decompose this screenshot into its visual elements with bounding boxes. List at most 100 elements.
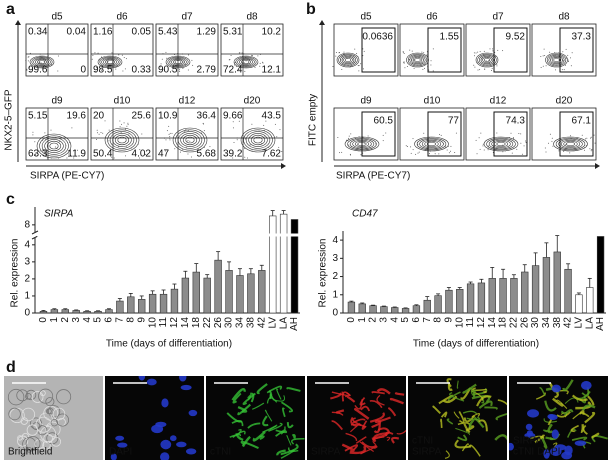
event-dot: [415, 153, 417, 155]
y-tick-label: 4: [24, 239, 30, 250]
fiber: [476, 395, 492, 407]
event-dot: [583, 147, 585, 149]
event-dot: [101, 70, 103, 72]
fiber: [447, 383, 453, 392]
fiber: [570, 424, 579, 433]
bar: [358, 303, 366, 314]
x-tick-label: 11: [465, 317, 476, 328]
event-dot: [335, 55, 337, 57]
event-dot: [520, 142, 522, 144]
cell-texture: [25, 393, 32, 400]
x-tick-label: 22: [202, 317, 213, 329]
x-tick-label: 9: [136, 317, 147, 323]
event-dot: [421, 51, 423, 53]
event-dot: [543, 48, 545, 50]
event-dot: [348, 144, 350, 146]
fiber: [529, 435, 545, 440]
fiber: [280, 443, 299, 456]
event-dot: [274, 123, 276, 125]
quadrant-value: 19.6: [67, 111, 87, 122]
event-dot: [449, 150, 451, 152]
nucleus: [547, 413, 555, 420]
x-tick-label: 1: [49, 317, 60, 323]
bar: [258, 270, 266, 314]
x-tick-label: AH: [289, 317, 300, 331]
fiber: [473, 416, 485, 429]
event-dot: [516, 148, 518, 150]
event-dot: [440, 134, 442, 136]
event-dot: [110, 67, 112, 69]
fiber: [468, 418, 475, 428]
cell-texture: [46, 407, 54, 415]
event-dot: [524, 140, 526, 142]
chart-title: CD47: [352, 209, 378, 220]
image-content: [509, 379, 608, 460]
event-dot: [484, 68, 486, 70]
event-dot: [491, 69, 493, 71]
event-dot: [570, 135, 572, 137]
event-dot: [241, 52, 243, 54]
event-dot: [479, 51, 481, 53]
contour: [550, 55, 563, 65]
fiber: [564, 397, 579, 405]
event-dot: [495, 56, 497, 58]
event-dot: [41, 56, 43, 58]
contour: [240, 59, 252, 65]
contour: [182, 134, 198, 146]
cell-texture: [21, 407, 36, 422]
contour: [253, 136, 263, 144]
event-dot: [116, 65, 118, 67]
event-dot: [487, 145, 489, 147]
event-dot: [259, 65, 261, 67]
fiber: [344, 395, 356, 403]
image-content: [432, 378, 507, 459]
event-dot: [487, 149, 489, 151]
event-dot: [179, 70, 181, 72]
event-dot: [483, 149, 485, 151]
plot-day: d9: [360, 96, 372, 107]
fiber: [349, 445, 367, 455]
bar: [466, 283, 475, 314]
event-dot: [66, 157, 68, 159]
event-dot: [97, 52, 99, 54]
y-tick-label: 4: [332, 235, 338, 246]
plot-frame: [399, 107, 465, 161]
fiber: [241, 435, 251, 448]
event-dot: [161, 58, 163, 60]
event-dot: [417, 141, 419, 143]
event-dot: [496, 65, 498, 67]
event-dot: [346, 58, 348, 60]
event-dot: [187, 69, 189, 71]
gate-value: 67.1: [572, 116, 592, 127]
nucleus: [524, 432, 536, 438]
event-dot: [244, 70, 246, 72]
cell-texture: [40, 426, 57, 443]
x-tick-label: 12: [169, 317, 180, 329]
contour: [180, 133, 200, 147]
event-dot: [474, 66, 476, 68]
x-tick-label: 8: [125, 317, 136, 323]
fiber: [344, 444, 359, 452]
fiber: [282, 407, 286, 418]
event-dot: [183, 61, 185, 63]
quadrant-value: 98.5: [93, 65, 113, 76]
event-dot: [166, 130, 168, 132]
bar: [94, 310, 102, 314]
gate-value: 77: [448, 116, 460, 127]
bar: [412, 305, 421, 314]
gate-value: 1.55: [440, 32, 460, 43]
contour: [104, 59, 116, 65]
x-tick-label: 6: [411, 317, 422, 323]
fiber: [584, 411, 596, 424]
event-dot: [107, 68, 109, 70]
nucleus: [161, 398, 169, 408]
nucleus: [188, 409, 198, 417]
event-dot: [145, 153, 147, 155]
quadrant-value: 5.15: [28, 111, 48, 122]
contour: [548, 54, 565, 66]
event-dot: [119, 126, 121, 128]
event-dot: [576, 137, 578, 139]
plot-day: d10: [424, 96, 441, 107]
contour: [36, 133, 72, 159]
event-dot: [50, 129, 52, 131]
